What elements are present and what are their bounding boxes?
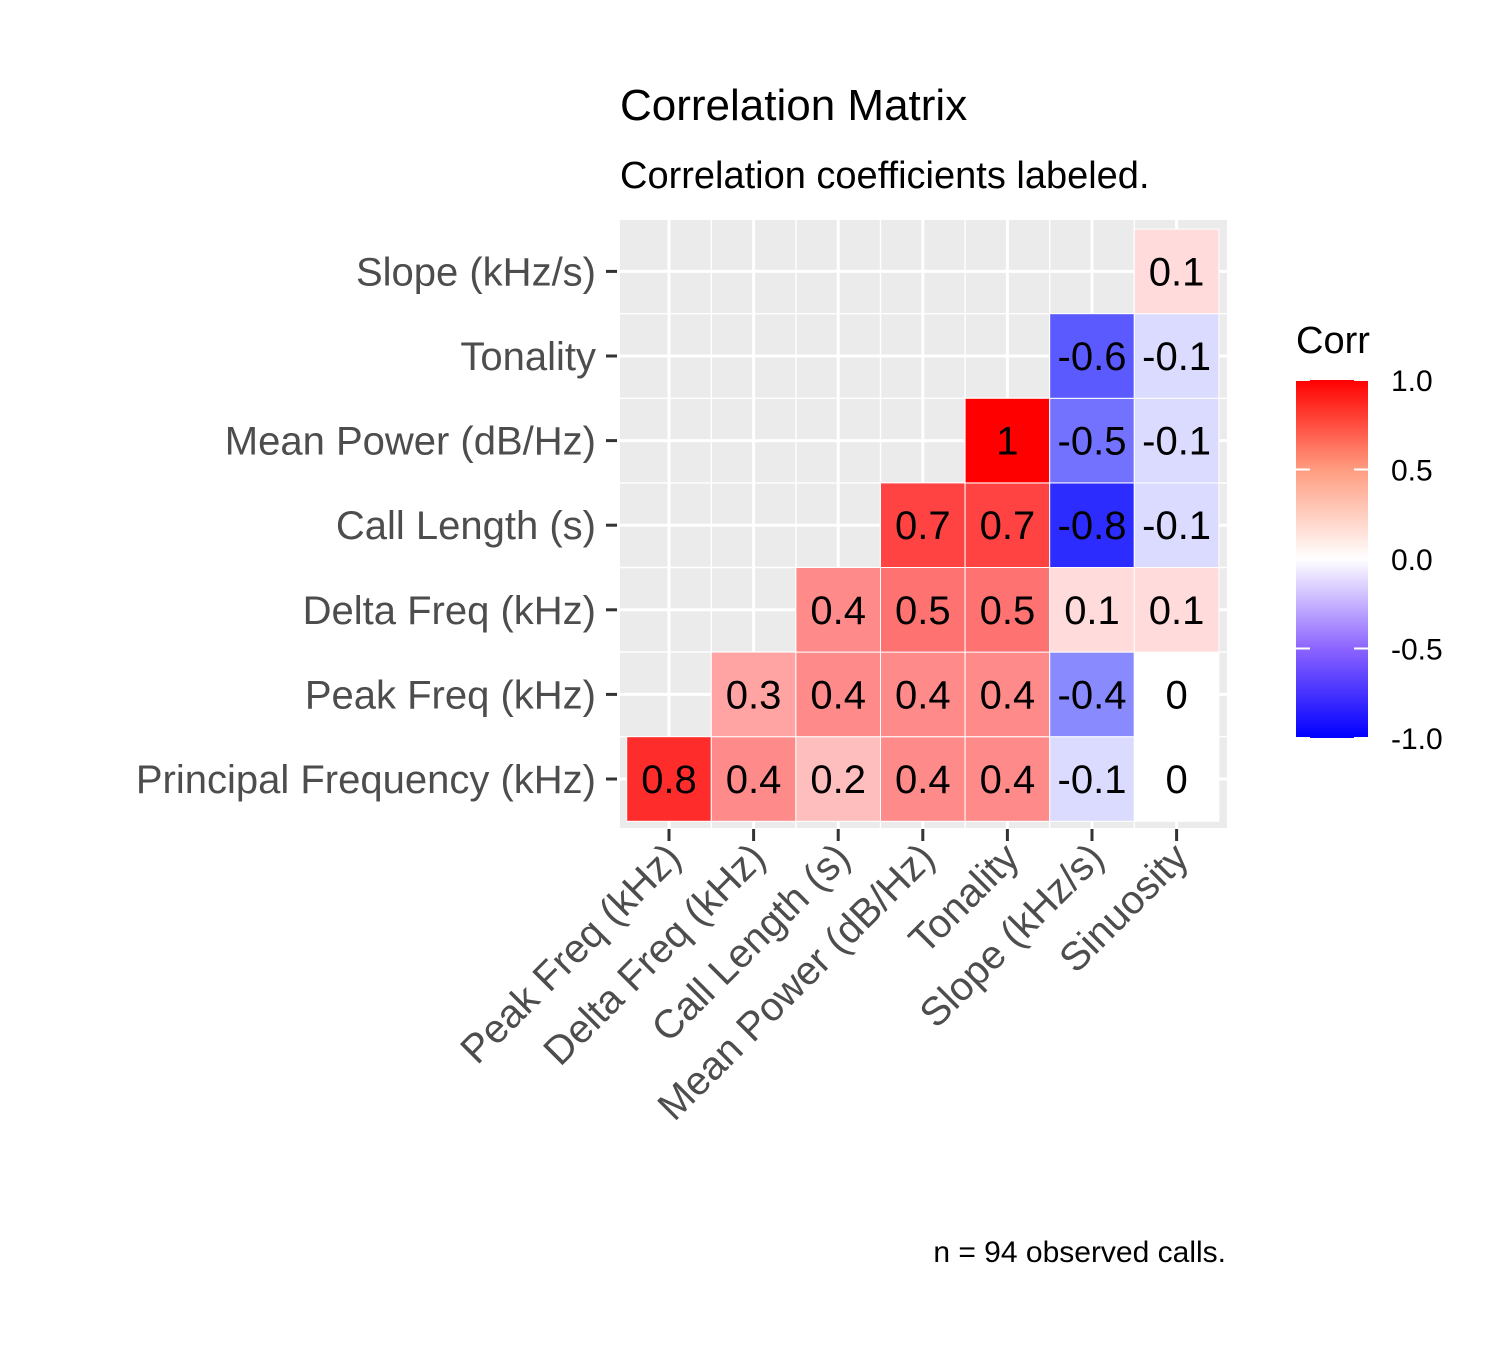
heatmap-cell bbox=[964, 736, 1051, 822]
y-tick-label: Peak Freq (kHz) bbox=[305, 673, 596, 717]
heatmap-cell bbox=[1133, 736, 1220, 822]
heatmap-cell bbox=[1133, 567, 1220, 653]
cell-value-label: 0.3 bbox=[726, 673, 782, 717]
cell-value-label: -0.5 bbox=[1058, 420, 1127, 464]
cell-value-label: 0.4 bbox=[726, 758, 782, 802]
heatmap-cell bbox=[1133, 482, 1220, 568]
cell-value-label: -0.8 bbox=[1058, 504, 1127, 548]
y-axis: Principal Frequency (kHz) Peak Freq (kHz)… bbox=[136, 250, 617, 802]
heatmap-cell bbox=[1133, 397, 1220, 484]
heatmap-cell bbox=[1133, 228, 1220, 315]
heatmap-cell bbox=[964, 482, 1051, 568]
cell-value-label: -0.4 bbox=[1058, 673, 1127, 717]
legend-tick-label: 1.0 bbox=[1391, 365, 1433, 398]
legend-tick-label: -1.0 bbox=[1391, 723, 1443, 756]
legend-tick-label: -0.5 bbox=[1391, 634, 1443, 667]
cell-value-label: 0.1 bbox=[1064, 589, 1120, 633]
cell-value-label: 0.1 bbox=[1149, 589, 1205, 633]
cell-labels: 0.8 0.4 0.2 0.4 0.4 -0.1 0 0.3 0.4 0.4 0.4 -0.4 0 0.4… bbox=[641, 250, 1211, 802]
heatmap-cell bbox=[1049, 567, 1135, 653]
cell-value-label: 0.8 bbox=[641, 758, 697, 802]
y-tick-label: Call Length (s) bbox=[336, 504, 596, 548]
cell-value-label: 0.4 bbox=[980, 673, 1036, 717]
cell-value-label: -0.1 bbox=[1058, 758, 1127, 802]
heatmap-cell bbox=[964, 651, 1051, 738]
heatmap-cell bbox=[795, 736, 882, 822]
legend: Corr 1.0 0.5 0.0 -0.5 -1.0 bbox=[1296, 320, 1443, 756]
heatmap-cell bbox=[1133, 313, 1220, 399]
legend-tick-label: 0.0 bbox=[1391, 544, 1433, 577]
chart-title: Correlation Matrix bbox=[620, 81, 967, 130]
cell-value-label: 0.5 bbox=[895, 589, 951, 633]
cell-value-label: -0.1 bbox=[1142, 504, 1211, 548]
cell-value-label: 0.4 bbox=[810, 589, 866, 633]
y-tick-label: Mean Power (dB/Hz) bbox=[225, 420, 596, 464]
x-axis: Peak Freq (kHz)Delta Freq (kHz)Call Leng… bbox=[452, 829, 1197, 1129]
heatmap-cell bbox=[880, 651, 966, 738]
cell-value-label: 0.4 bbox=[895, 673, 951, 717]
cell-value-label: 1 bbox=[996, 420, 1018, 464]
heatmap-cell bbox=[795, 567, 882, 653]
y-tick-label: Slope (kHz/s) bbox=[356, 250, 596, 294]
heatmap-cell bbox=[1049, 651, 1135, 738]
heatmap-cells bbox=[626, 228, 1220, 822]
heatmap-cell bbox=[795, 651, 882, 738]
cell-value-label: -0.6 bbox=[1058, 335, 1127, 379]
y-tick-label: Principal Frequency (kHz) bbox=[136, 758, 596, 802]
heatmap-cell bbox=[710, 651, 797, 738]
y-tick-label: Tonality bbox=[460, 335, 596, 379]
heatmap-cell bbox=[1133, 651, 1220, 738]
cell-value-label: 0.4 bbox=[895, 758, 951, 802]
y-tick-label: Delta Freq (kHz) bbox=[303, 589, 596, 633]
cell-value-label: 0.1 bbox=[1149, 250, 1205, 294]
heatmap-cell bbox=[626, 736, 712, 822]
legend-title: Corr bbox=[1296, 320, 1370, 362]
cell-value-label: 0.5 bbox=[980, 589, 1036, 633]
legend-ticks: 1.0 0.5 0.0 -0.5 -1.0 bbox=[1296, 365, 1443, 756]
cell-value-label: 0.7 bbox=[980, 504, 1036, 548]
cell-value-label: 0 bbox=[1165, 758, 1187, 802]
cell-value-label: 0.2 bbox=[810, 758, 866, 802]
chart-subtitle: Correlation coefficients labeled. bbox=[620, 155, 1150, 197]
cell-value-label: 0.4 bbox=[980, 758, 1036, 802]
cell-value-label: -0.1 bbox=[1142, 420, 1211, 464]
heatmap-cell bbox=[964, 567, 1051, 653]
heatmap-cell bbox=[964, 397, 1051, 484]
heatmap-cell bbox=[880, 482, 966, 568]
cell-value-label: -0.1 bbox=[1142, 335, 1211, 379]
heatmap-cell bbox=[710, 736, 797, 822]
cell-value-label: 0 bbox=[1165, 673, 1187, 717]
cell-value-label: 0.7 bbox=[895, 504, 951, 548]
legend-tick-label: 0.5 bbox=[1391, 455, 1433, 488]
cell-value-label: 0.4 bbox=[810, 673, 866, 717]
chart-caption: n = 94 observed calls. bbox=[933, 1236, 1226, 1269]
heatmap-cell bbox=[1049, 736, 1135, 822]
